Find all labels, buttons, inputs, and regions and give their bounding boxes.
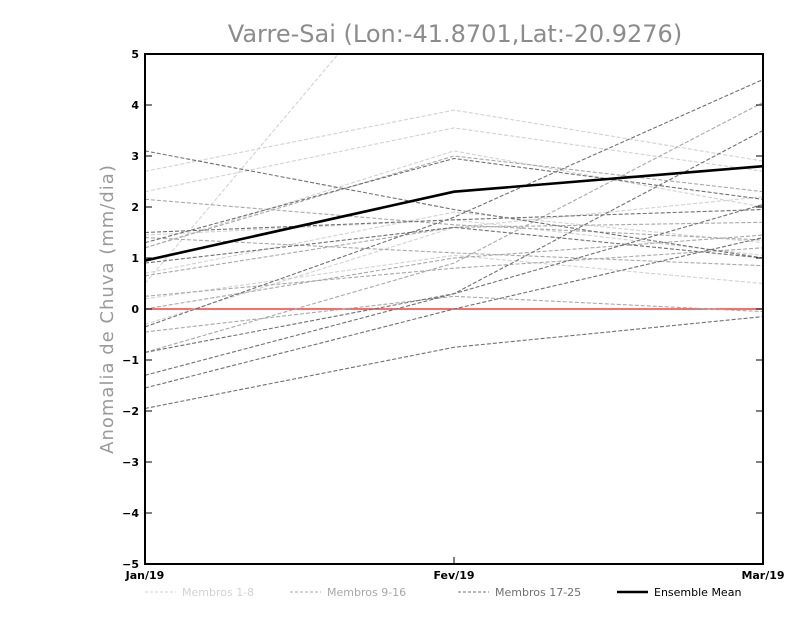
member-line-group-2-4 — [145, 247, 763, 297]
member-line-group-3-9 — [145, 226, 763, 264]
legend-label: Membros 17-25 — [495, 586, 581, 599]
y-tick-label: 4 — [131, 99, 139, 112]
member-line-group-3-2 — [145, 208, 763, 234]
member-line-group-1-1 — [145, 109, 763, 172]
y-tick-label: 1 — [131, 252, 139, 265]
y-axis-label: Anomalia de Chuva (mm/dia) — [97, 164, 118, 454]
ensemble-mean-line — [145, 164, 763, 262]
legend: Membros 1-8 Membros 9-16 Membros 17-25 Ense… — [145, 586, 741, 599]
y-tick-label: 0 — [131, 303, 139, 316]
y-tick-label: −5 — [122, 558, 139, 571]
y-tick-label: 2 — [131, 201, 139, 214]
member-line-group-3-7 — [145, 237, 763, 389]
x-axis: Jan/19 Fev/19 Mar/19 — [125, 557, 785, 582]
member-line-group-1-3 — [145, 150, 763, 249]
x-tick-label: Jan/19 — [125, 569, 165, 582]
y-tick-label: −3 — [122, 456, 139, 469]
legend-label: Ensemble Mean — [654, 586, 741, 599]
member-line-group-2-7 — [145, 155, 763, 249]
y-tick-label: 5 — [131, 48, 139, 61]
member-line-group-3-8 — [145, 316, 763, 410]
y-axis: −5 −4 −3 −2 −1 0 1 2 3 4 5 — [122, 48, 763, 571]
member-line-group-1-2 — [145, 127, 763, 193]
member-line-group-2-8 — [145, 234, 763, 310]
member-line-group-2-5 — [145, 295, 763, 333]
member-line-group-2-1 — [145, 198, 763, 241]
member-line-group-1-5 — [145, 254, 763, 300]
member-line-group-1-8 — [145, 54, 339, 284]
x-tick-label: Mar/19 — [741, 569, 784, 582]
chart-title: Varre-Sai (Lon:-41.8701,Lat:-20.9276) — [228, 20, 682, 48]
y-tick-label: −4 — [122, 507, 139, 520]
member-line-group-3-3 — [145, 157, 763, 244]
member-line-group-2-6 — [145, 101, 763, 353]
member-line-group-3-6 — [145, 203, 763, 376]
y-tick-label: −2 — [122, 405, 139, 418]
y-tick-label: −1 — [122, 354, 139, 367]
legend-label: Membros 1-8 — [182, 586, 254, 599]
legend-label: Membros 9-16 — [327, 586, 406, 599]
member-line-group-3-1 — [145, 150, 763, 259]
member-line-group-1-7 — [145, 219, 763, 256]
member-line-group-3-4 — [145, 78, 763, 328]
x-tick-label: Fev/19 — [433, 569, 474, 582]
y-tick-label: 3 — [131, 150, 139, 163]
member-line-group-2-2 — [145, 237, 763, 267]
plot-lines — [145, 54, 763, 410]
member-line-group-1-4 — [145, 211, 763, 274]
member-line-group-1-6 — [145, 196, 763, 325]
member-line-group-2-3 — [145, 221, 763, 277]
